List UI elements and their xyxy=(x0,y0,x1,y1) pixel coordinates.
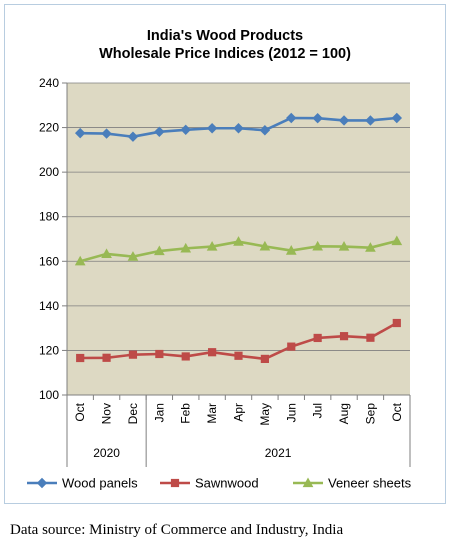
legend-label-wood-panels: Wood panels xyxy=(62,476,138,491)
point-veneer-sheets-9 xyxy=(312,240,324,251)
point-wood-panels-7 xyxy=(259,125,271,136)
x-tick-label-7: May xyxy=(258,403,272,426)
y-tick-label-140: 140 xyxy=(39,299,59,313)
point-veneer-sheets-4 xyxy=(180,242,192,253)
y-tick-label-120: 120 xyxy=(39,343,59,357)
chart-svg: India's Wood Products Wholesale Price In… xyxy=(27,28,412,491)
x-tick-label-10: Aug xyxy=(337,403,351,424)
point-wood-panels-6 xyxy=(233,123,244,134)
series-sawnwood xyxy=(76,318,401,363)
x-tick-label-5: Mar xyxy=(205,403,219,424)
point-wood-panels-0 xyxy=(74,127,86,139)
y-tick-label-180: 180 xyxy=(39,210,59,224)
x-tick-label-8: Jun xyxy=(284,403,298,422)
legend-item-wood-panels: Wood panels xyxy=(27,476,138,491)
legend-label-veneer-sheets: Veneer sheets xyxy=(328,476,412,491)
point-veneer-sheets-8 xyxy=(285,245,297,255)
point-sawnwood-2 xyxy=(128,350,138,359)
x-tick-label-12: Oct xyxy=(390,402,404,421)
chart-title-line-2: Wholesale Price Indices (2012 = 100) xyxy=(99,46,351,62)
legend-marker-wood-panels xyxy=(36,477,48,489)
point-wood-panels-11 xyxy=(365,115,376,126)
chart-frame: India's Wood Products Wholesale Price In… xyxy=(4,4,446,504)
legend-item-sawnwood: Sawnwood xyxy=(160,476,259,491)
point-wood-panels-9 xyxy=(312,113,323,124)
x-tick-label-9: Jul xyxy=(311,403,325,418)
point-veneer-sheets-10 xyxy=(338,241,350,251)
year-label-2020: 2020 xyxy=(93,446,120,460)
data-source-note: Data source: Ministry of Commerce and In… xyxy=(10,522,344,538)
legend-marker-sawnwood xyxy=(170,478,180,488)
y-tick-label-160: 160 xyxy=(39,254,59,268)
x-tick-label-6: Apr xyxy=(232,403,246,422)
x-tick-label-3: Jan xyxy=(152,403,166,422)
legend-label-sawnwood: Sawnwood xyxy=(195,476,259,491)
legend: Wood panels Sawnwood Veneer sheets xyxy=(27,476,412,491)
point-veneer-sheets-0 xyxy=(74,255,86,266)
x-tick-label-11: Sep xyxy=(363,403,377,425)
point-sawnwood-8 xyxy=(287,342,296,351)
legend-marker-veneer-sheets xyxy=(302,477,314,488)
point-sawnwood-6 xyxy=(234,351,243,360)
point-veneer-sheets-12 xyxy=(391,235,403,246)
x-tick-label-4: Feb xyxy=(179,403,193,424)
point-veneer-sheets-3 xyxy=(153,245,165,256)
y-tick-label-220: 220 xyxy=(39,121,59,135)
point-wood-panels-5 xyxy=(206,123,218,134)
chart-title-line-1: India's Wood Products xyxy=(147,28,303,44)
y-tick-label-240: 240 xyxy=(39,76,59,90)
series-layer xyxy=(74,112,403,363)
year-label-2021: 2021 xyxy=(265,446,292,460)
point-wood-panels-1 xyxy=(101,128,112,139)
y-tick-label-100: 100 xyxy=(39,388,59,402)
point-veneer-sheets-6 xyxy=(233,236,244,246)
point-veneer-sheets-5 xyxy=(206,241,218,251)
point-wood-panels-2 xyxy=(127,131,139,142)
x-tick-label-1: Nov xyxy=(100,403,114,424)
point-sawnwood-10 xyxy=(339,332,349,341)
x-tick-label-0: Oct xyxy=(73,402,87,421)
y-tick-label-200: 200 xyxy=(39,165,59,179)
series-veneer-sheets xyxy=(74,235,403,266)
point-veneer-sheets-11 xyxy=(365,242,376,252)
point-sawnwood-12 xyxy=(392,318,401,328)
point-wood-panels-10 xyxy=(338,115,350,126)
point-wood-panels-4 xyxy=(180,124,191,136)
point-sawnwood-0 xyxy=(76,353,85,363)
axes: 100 120 140 160 180 200 220 240 Oct Nov Dec Jan Feb M… xyxy=(39,76,411,467)
point-sawnwood-11 xyxy=(366,333,375,342)
legend-item-veneer-sheets: Veneer sheets xyxy=(293,476,412,491)
series-wood-panels xyxy=(74,112,403,142)
point-wood-panels-8 xyxy=(286,112,297,124)
x-tick-label-2: Dec xyxy=(126,403,140,424)
point-sawnwood-3 xyxy=(155,349,164,359)
point-wood-panels-12 xyxy=(391,112,403,124)
point-sawnwood-1 xyxy=(102,353,111,362)
point-veneer-sheets-1 xyxy=(101,248,112,259)
point-sawnwood-7 xyxy=(260,354,269,363)
point-wood-panels-3 xyxy=(154,126,165,138)
point-sawnwood-4 xyxy=(181,352,190,361)
point-sawnwood-9 xyxy=(313,333,322,343)
point-veneer-sheets-7 xyxy=(259,240,271,251)
point-veneer-sheets-2 xyxy=(127,251,139,261)
point-sawnwood-5 xyxy=(208,348,217,357)
